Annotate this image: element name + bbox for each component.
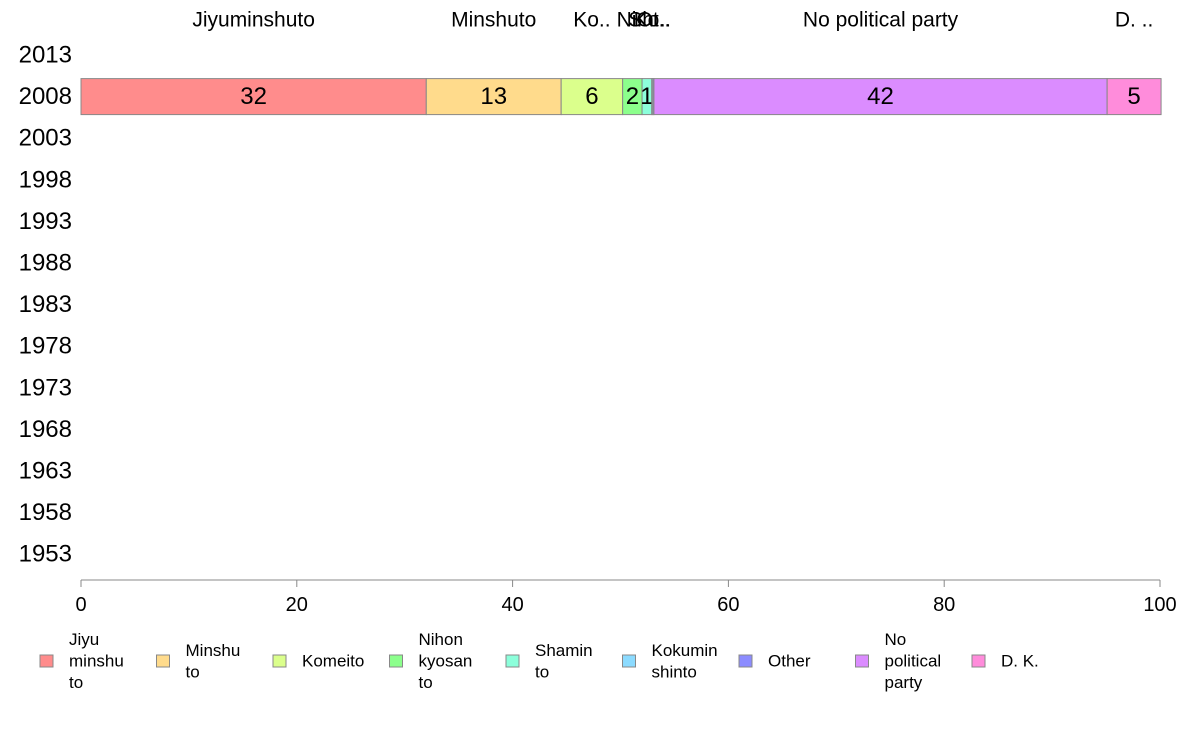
year-label: 1983	[19, 291, 72, 318]
x-tick-label: 20	[286, 594, 308, 616]
series-top-label: Ko..	[573, 9, 610, 32]
data-label: 32	[240, 83, 267, 110]
legend-label: political	[885, 652, 942, 671]
series-top-label: Sh..	[628, 9, 665, 32]
bar-segment	[1106, 78, 1162, 116]
legend-label: Komeito	[302, 652, 364, 671]
series-top-label: Jiyuminshuto	[192, 9, 315, 32]
legend-swatch	[272, 654, 287, 668]
legend-label: D. K.	[1001, 652, 1039, 671]
series-top-label: Ot..	[636, 9, 670, 32]
legend-label: Jiyu	[69, 630, 99, 649]
series-top-label: D. ..	[1115, 9, 1154, 32]
legend-label: to	[535, 662, 549, 681]
series-top-label: Minshuto	[451, 9, 536, 32]
year-label: 1973	[19, 374, 72, 401]
legend-swatch	[39, 654, 54, 668]
legend-label: Nihon	[419, 630, 463, 649]
series-top-label: Ni..	[617, 9, 649, 32]
legend-label: to	[186, 662, 200, 681]
legend-swatch	[389, 654, 403, 668]
bar-segment	[425, 78, 562, 116]
year-label: 1968	[19, 416, 72, 443]
legend-label: shinto	[652, 662, 697, 681]
year-label: 1963	[19, 458, 72, 485]
legend-swatch	[855, 654, 869, 668]
year-label: 1998	[19, 166, 72, 193]
legend-swatch	[505, 654, 520, 668]
data-label: 6	[585, 83, 598, 110]
legend-swatch	[156, 654, 170, 668]
legend: Jiyu minshu to Minshu to Komeito Nihon kyosan to…	[39, 630, 1039, 692]
data-label: 13	[480, 83, 507, 110]
bars: 32 13 6 2 1 42 5	[80, 78, 1162, 116]
bar-segment	[560, 78, 624, 116]
series-top-label: Ko..	[634, 9, 671, 32]
legend-swatch	[622, 654, 636, 668]
year-label: 1988	[19, 250, 72, 277]
top-labels: Jiyuminshuto Minshuto Ko.. Ni..Sh..Ko..Ot..…	[192, 9, 1153, 32]
legend-label: to	[69, 673, 83, 692]
x-tick-label: 100	[1143, 594, 1176, 616]
x-tick-label: 80	[933, 594, 955, 616]
year-label: 1958	[19, 499, 72, 526]
year-label: 2008	[19, 83, 72, 110]
bar-segment	[80, 78, 427, 116]
year-label: 2013	[19, 42, 72, 69]
legend-label: minshu	[69, 652, 124, 671]
x-axis: 0 20 40 60 80 100	[75, 579, 1177, 616]
legend-swatch	[971, 654, 986, 668]
legend-label: Kokumin	[652, 641, 718, 660]
legend-label: party	[885, 673, 923, 692]
legend-swatch	[738, 654, 753, 668]
bar-segment	[653, 78, 1108, 116]
legend-label: kyosan	[419, 652, 473, 671]
x-tick-label: 0	[75, 594, 86, 616]
year-label: 2003	[19, 125, 72, 152]
x-tick-label: 60	[717, 594, 739, 616]
series-top-label: No political party	[803, 9, 959, 32]
legend-label: No	[885, 630, 907, 649]
data-label: 1	[640, 83, 653, 110]
data-label: 2	[626, 83, 639, 110]
year-label: 1978	[19, 333, 72, 360]
data-label: 5	[1127, 83, 1140, 110]
data-label: 42	[867, 83, 894, 110]
legend-label: to	[419, 673, 433, 692]
year-label: 1953	[19, 541, 72, 568]
year-label: 1993	[19, 208, 72, 235]
legend-label: Shamin	[535, 641, 593, 660]
legend-label: Minshu	[186, 641, 241, 660]
legend-label: Other	[768, 652, 811, 671]
year-labels: 2013 2008 2003 1998 1993 1988 1983 1978 1973 1968…	[19, 42, 72, 568]
x-tick-label: 40	[501, 594, 523, 616]
